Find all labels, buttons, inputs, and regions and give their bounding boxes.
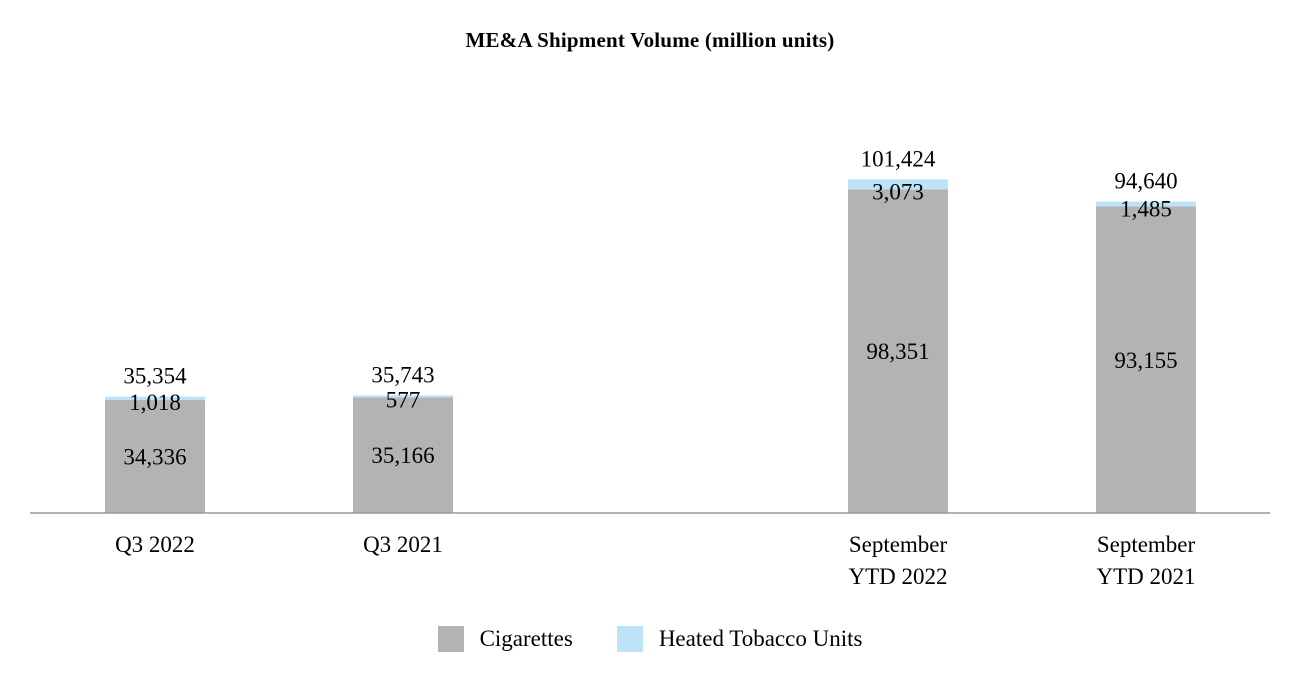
total-label-q3-2022: 35,354 xyxy=(123,364,187,389)
x-tick-label-q3-2022: Q3 2022 xyxy=(115,532,195,557)
bar-cigarettes-september-ytd-2021 xyxy=(1096,206,1196,513)
x-tick-label-september-ytd-2022-line-1: September xyxy=(849,532,948,557)
bar-heated-tobacco-units-q3-2022 xyxy=(105,396,205,401)
data-label-cigarettes-q3-2021: 35,166 xyxy=(371,443,434,468)
data-label-heated-tobacco-units-q3-2021: 577 xyxy=(386,387,421,412)
data-label-heated-tobacco-units-september-ytd-2022: 3,073 xyxy=(872,179,924,204)
bar-heated-tobacco-units-september-ytd-2021 xyxy=(1096,201,1196,207)
bar-heated-tobacco-units-september-ytd-2022 xyxy=(848,179,948,190)
chart-legend: Cigarettes Heated Tobacco Units xyxy=(0,626,1300,652)
bar-cigarettes-q3-2022 xyxy=(105,400,205,513)
total-label-september-ytd-2022: 101,424 xyxy=(861,146,936,171)
chart-title: ME&A Shipment Volume (million units) xyxy=(465,28,835,52)
legend-swatch-heated-tobacco-units xyxy=(616,626,643,652)
bar-cigarettes-q3-2021 xyxy=(353,397,453,513)
data-label-cigarettes-q3-2022: 34,336 xyxy=(123,445,186,470)
legend-swatch-cigarettes xyxy=(437,626,464,652)
total-label-q3-2021: 35,743 xyxy=(371,362,434,387)
legend-label-cigarettes: Cigarettes xyxy=(479,626,573,651)
legend-item-cigarettes: Cigarettes xyxy=(437,626,573,652)
x-tick-label-q3-2021: Q3 2021 xyxy=(363,532,443,557)
data-label-cigarettes-september-ytd-2022: 98,351 xyxy=(866,339,929,364)
x-tick-label-september-ytd-2021-line-2: YTD 2021 xyxy=(1096,564,1195,589)
data-label-cigarettes-september-ytd-2021: 93,155 xyxy=(1114,348,1177,373)
bar-cigarettes-september-ytd-2022 xyxy=(848,189,948,513)
legend-item-heated-tobacco-units: Heated Tobacco Units xyxy=(616,626,863,652)
bar-heated-tobacco-units-q3-2021 xyxy=(353,395,453,398)
x-tick-label-september-ytd-2022-line-2: YTD 2022 xyxy=(848,564,947,589)
data-label-heated-tobacco-units-september-ytd-2021: 1,485 xyxy=(1120,197,1172,222)
x-tick-label-september-ytd-2021-line-1: September xyxy=(1097,532,1196,557)
legend-label-heated-tobacco-units: Heated Tobacco Units xyxy=(658,626,863,651)
total-label-september-ytd-2021: 94,640 xyxy=(1114,169,1177,194)
data-label-heated-tobacco-units-q3-2022: 1,018 xyxy=(129,390,181,415)
